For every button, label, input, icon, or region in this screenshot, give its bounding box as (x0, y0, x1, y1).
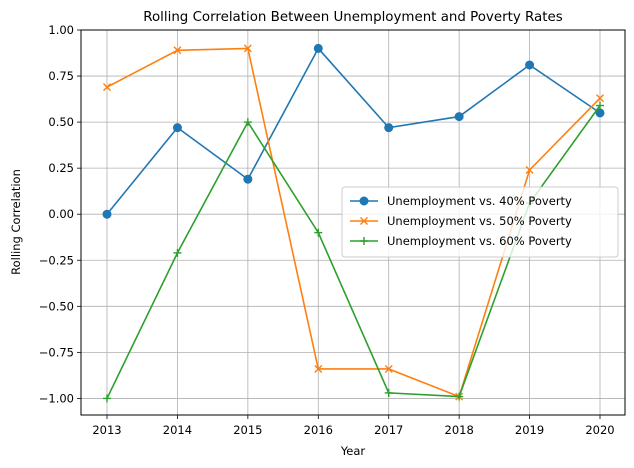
legend-marker (360, 237, 368, 245)
x-tick-label: 2014 (163, 423, 192, 437)
data-point (596, 94, 604, 103)
x-tick-label: 2018 (445, 423, 474, 437)
data-point (384, 388, 393, 397)
data-point (173, 46, 182, 55)
x-marker-stroke (314, 364, 323, 373)
x-tick-label: 2013 (92, 423, 121, 437)
x-tick-label: 2016 (304, 423, 333, 437)
x-tick-label: 2020 (585, 423, 614, 437)
legend-marker (359, 196, 369, 206)
series-1 (102, 43, 605, 219)
legend-item: Unemployment vs. 50% Poverty (350, 214, 572, 228)
data-point (243, 118, 252, 127)
data-point (314, 364, 323, 373)
plot-area-frame (80, 29, 626, 416)
legend-marker (360, 217, 368, 225)
y-tick-label: −0.25 (39, 253, 74, 267)
data-point (243, 174, 253, 184)
legend-label: Unemployment vs. 40% Poverty (387, 194, 572, 208)
data-point (455, 392, 464, 401)
x-axis-label: Year (340, 444, 366, 458)
data-point (525, 60, 535, 70)
data-point (596, 101, 604, 110)
y-tick-label: 1.00 (48, 23, 74, 37)
axis-ticks: 2013 2014 2015 2016 2017 2018 2019 2020 1.00 0.75… (39, 23, 615, 437)
x-tick-label: 2019 (515, 423, 544, 437)
legend-box (341, 186, 619, 258)
legend-item: Unemployment vs. 60% Poverty (350, 234, 572, 248)
legend-label: Unemployment vs. 50% Poverty (387, 214, 572, 228)
data-point (384, 364, 393, 373)
y-tick-label: −0.75 (39, 345, 74, 359)
data-point (525, 166, 534, 174)
x-tick-label: 2015 (233, 423, 262, 437)
legend-label: Unemployment vs. 60% Poverty (387, 234, 572, 248)
y-tick-label: −1.00 (39, 391, 74, 405)
data-point (243, 44, 252, 53)
y-tick-label: −0.50 (39, 299, 74, 313)
x-marker-stroke (173, 46, 182, 55)
legend: Unemployment vs. 40% Poverty Unemployment… (341, 186, 619, 258)
data-point (102, 209, 112, 219)
data-point (314, 228, 323, 237)
chart-title: Rolling Correlation Between Unemployment… (143, 10, 562, 25)
series-line (106, 47, 601, 215)
legend-item: Unemployment vs. 40% Poverty (350, 194, 572, 208)
y-axis-label: Rolling Correlation (9, 169, 23, 275)
data-point (454, 112, 464, 122)
x-marker-stroke (384, 364, 393, 373)
y-tick-label: 0.75 (48, 69, 74, 83)
x-marker-stroke (360, 217, 368, 225)
data-point (173, 248, 182, 257)
y-tick-label: 0.25 (48, 161, 74, 175)
data-point (103, 83, 111, 92)
data-point (103, 394, 111, 403)
x-marker-stroke (596, 94, 604, 103)
y-tick-label: 0.50 (48, 115, 74, 129)
x-marker-stroke (243, 44, 252, 53)
data-point (172, 123, 182, 133)
y-tick-label: 0.00 (48, 207, 74, 221)
x-marker-stroke (525, 166, 534, 174)
data-point (384, 123, 394, 133)
x-marker-stroke (103, 83, 111, 92)
x-tick-label: 2017 (374, 423, 403, 437)
data-point (313, 43, 323, 53)
